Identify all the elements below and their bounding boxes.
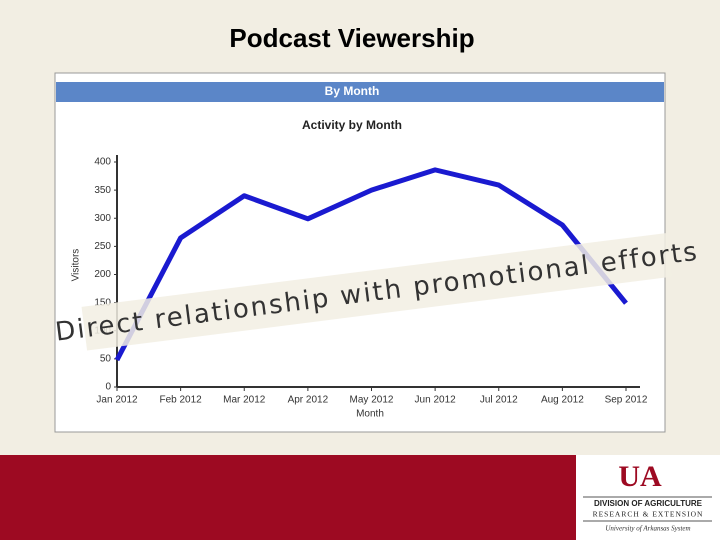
header-text: By Month	[325, 84, 380, 98]
y-tick-label: 150	[94, 297, 111, 308]
y-tick-label: 300	[94, 213, 111, 224]
y-tick-label: 350	[94, 185, 111, 196]
x-tick-label: May 2012	[350, 395, 394, 406]
y-tick-label: 50	[100, 354, 112, 365]
x-tick-label: Feb 2012	[159, 395, 202, 406]
annotation-box	[81, 232, 673, 351]
chart-title: Activity by Month	[302, 118, 402, 132]
x-tick-label: Aug 2012	[541, 395, 584, 406]
x-tick-label: Jan 2012	[96, 395, 138, 406]
logo-line2: RESEARCH & EXTENSION	[593, 510, 704, 519]
slide-title: Podcast Viewership	[229, 23, 474, 53]
x-tick-label: Mar 2012	[223, 395, 266, 406]
x-tick-label: Jun 2012	[415, 395, 457, 406]
y-tick-label: 250	[94, 241, 111, 252]
x-axis-label: Month	[356, 409, 384, 420]
logo-line3: University of Arkansas System	[605, 525, 690, 533]
x-tick-label: Jul 2012	[480, 395, 518, 406]
header-bar	[56, 82, 664, 102]
y-tick-label: 400	[94, 157, 111, 168]
logo-mark: UA	[618, 460, 662, 493]
y-tick-label: 0	[105, 382, 111, 393]
logo-line1: DIVISION OF AGRICULTURE	[594, 499, 703, 508]
y-tick-label: 200	[94, 269, 111, 280]
series-line	[114, 167, 628, 362]
x-tick-label: Apr 2012	[288, 395, 329, 406]
y-axis-label: Visitors	[71, 249, 82, 282]
x-tick-label: Sep 2012	[605, 395, 648, 406]
